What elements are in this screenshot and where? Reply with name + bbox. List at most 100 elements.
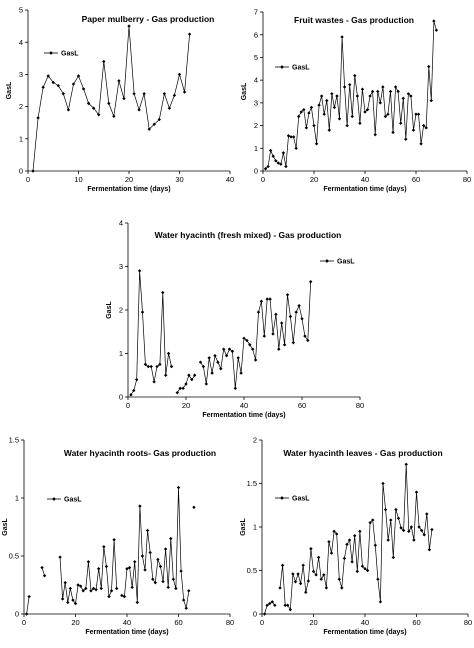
x-axis-label: Fermentation time (days)	[85, 629, 168, 636]
data-point	[187, 589, 191, 593]
chart-title: Paper mulberry - Gas production	[82, 14, 215, 24]
data-point	[147, 127, 151, 131]
data-point	[360, 564, 365, 568]
data-point	[386, 538, 390, 542]
data-point	[184, 382, 188, 386]
x-axis-label: Fermentation time (days)	[87, 186, 170, 193]
data-point	[414, 112, 418, 116]
data-point	[76, 74, 81, 78]
data-point	[81, 87, 86, 91]
data-point	[381, 481, 385, 486]
data-point	[304, 590, 308, 594]
data-point	[350, 560, 354, 564]
data-point	[187, 32, 192, 36]
data-point	[345, 542, 349, 547]
data-point	[263, 167, 268, 171]
y-tick-label: 0.5	[247, 566, 257, 575]
x-tick-label: 10	[74, 175, 82, 184]
data-point	[143, 568, 147, 572]
data-point	[409, 525, 414, 529]
data-point	[224, 353, 229, 358]
data-point	[192, 505, 196, 509]
y-tick-label: 2	[253, 436, 257, 445]
y-tick-label: 0	[253, 610, 257, 619]
y-tick-label: 1	[253, 523, 257, 532]
data-point	[210, 371, 214, 375]
data-point	[340, 35, 344, 39]
data-point	[198, 360, 203, 364]
series-line	[41, 567, 45, 576]
data-point	[256, 310, 261, 314]
data-point	[299, 110, 303, 114]
data-point	[322, 112, 326, 116]
series-line	[26, 596, 30, 615]
data-point	[109, 589, 114, 593]
data-point	[291, 135, 296, 139]
data-point	[184, 606, 188, 610]
data-point	[127, 565, 132, 570]
x-tick-label: 40	[226, 175, 234, 184]
data-point	[219, 367, 223, 371]
data-point	[401, 528, 406, 533]
legend-marker	[49, 51, 53, 55]
x-tick-label: 60	[298, 401, 306, 410]
x-tick-label: 20	[125, 175, 133, 184]
data-point	[271, 332, 275, 336]
data-point	[222, 347, 226, 351]
data-point	[71, 82, 76, 86]
data-point	[422, 533, 426, 537]
data-point	[419, 528, 424, 533]
data-point	[117, 79, 121, 83]
data-point	[40, 565, 44, 570]
y-tick-label: 1	[254, 144, 258, 153]
chart-panel-2: 0 1 2 3 4 5 6 7 0 20 40 60 80 Fruit wastes - Gas prod…	[241, 8, 471, 193]
data-point	[233, 386, 237, 390]
data-point	[430, 527, 434, 532]
data-point	[120, 593, 124, 598]
data-point	[314, 142, 319, 146]
data-point	[348, 82, 352, 87]
data-point	[360, 87, 365, 91]
x-tick-label: 40	[240, 401, 248, 410]
series-line	[279, 464, 433, 611]
data-point	[236, 356, 240, 360]
data-point	[60, 597, 65, 601]
data-point	[42, 574, 47, 578]
data-point	[399, 526, 403, 530]
data-point	[345, 123, 349, 128]
data-point	[157, 117, 161, 122]
data-point	[36, 116, 40, 120]
x-tick-label: 0	[22, 618, 26, 627]
data-point	[293, 580, 298, 584]
data-point	[71, 598, 75, 602]
x-tick-label: 80	[463, 175, 471, 184]
data-point	[66, 600, 70, 605]
data-point	[376, 577, 380, 581]
y-axis-label: GasL	[106, 301, 113, 319]
data-point	[127, 24, 131, 28]
data-point	[137, 269, 142, 273]
data-point	[51, 80, 55, 85]
data-point	[319, 577, 323, 581]
data-point	[297, 114, 301, 119]
data-point	[24, 612, 29, 616]
data-point	[156, 557, 160, 562]
data-point	[251, 347, 255, 351]
data-point	[135, 600, 139, 605]
data-point	[340, 586, 344, 590]
series-line	[265, 21, 437, 169]
series-line	[59, 539, 118, 605]
data-point	[416, 112, 421, 116]
data-point	[347, 538, 352, 542]
data-point	[300, 317, 304, 321]
data-point	[142, 92, 146, 96]
data-point	[122, 96, 126, 101]
data-point	[248, 343, 252, 347]
y-axis-label: GasL	[241, 82, 248, 100]
data-point	[169, 364, 174, 369]
data-point	[332, 529, 336, 534]
data-point	[289, 135, 293, 139]
data-point	[286, 134, 291, 138]
x-tick-label: 20	[310, 175, 318, 184]
